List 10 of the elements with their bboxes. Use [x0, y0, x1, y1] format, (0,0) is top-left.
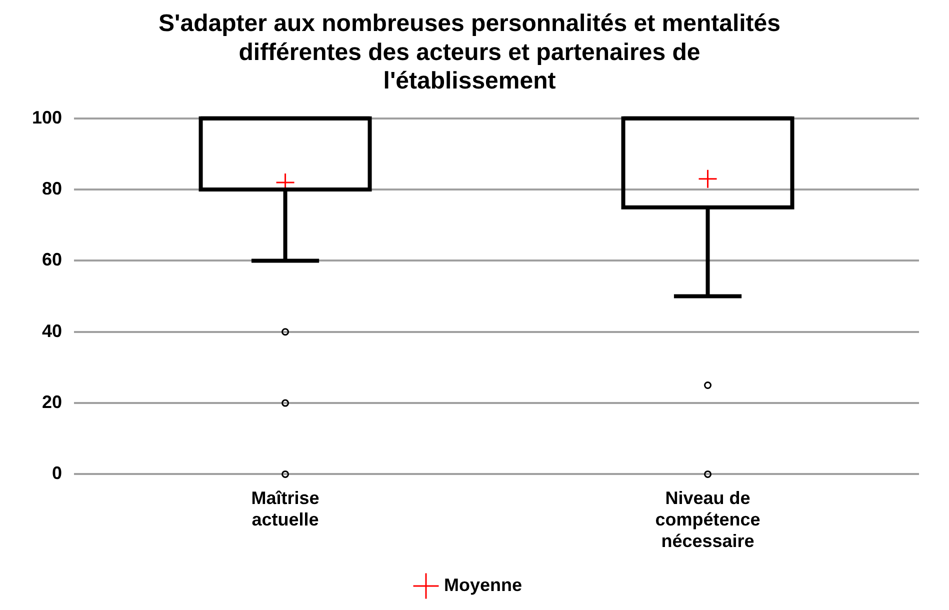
y-tick-label: 100 — [32, 107, 62, 128]
y-tick-label: 80 — [42, 178, 62, 199]
y-tick-label: 20 — [42, 392, 62, 412]
chart-title: S'adapter aux nombreuses personnalités et mentalités différentes des acteurs et partenaires de l'établissement — [158, 10, 780, 95]
x-tick-label: Niveau de compétence nécessaire — [655, 488, 760, 552]
y-tick-label: 60 — [42, 250, 62, 270]
y-tick-label: 0 — [52, 463, 62, 484]
y-tick-label: 40 — [42, 320, 62, 341]
x-tick-label: Maîtrise actuelle — [251, 488, 320, 530]
legend-label: Moyenne — [444, 574, 522, 595]
